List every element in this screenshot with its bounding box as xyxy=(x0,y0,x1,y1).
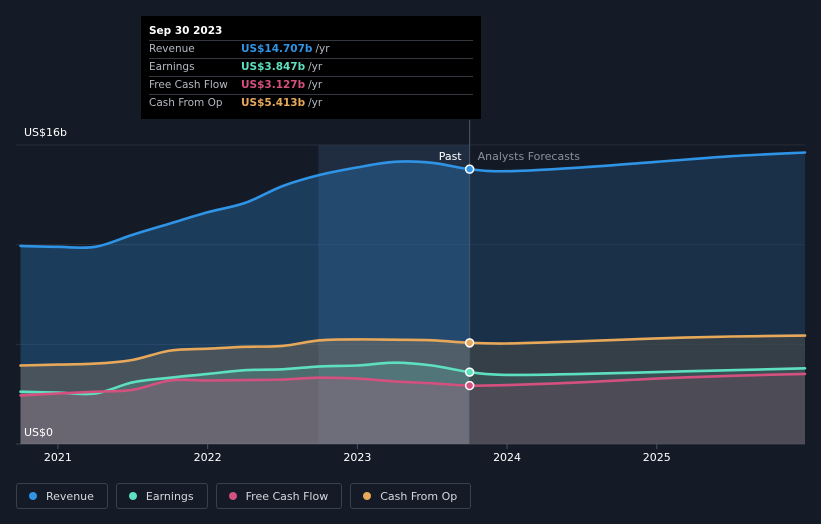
legend-dot-icon xyxy=(29,492,37,500)
tooltip-row-value: US$3.847b xyxy=(241,61,306,73)
tooltip-row-value: US$5.413b xyxy=(241,97,306,109)
tooltip-row: Cash From Op US$5.413b/yr xyxy=(149,94,473,112)
x-tick-label: 2021 xyxy=(44,451,72,464)
series-areas xyxy=(20,145,805,444)
highlighted-year-band xyxy=(318,145,470,444)
marker-revenue xyxy=(464,164,475,174)
tooltip-date: Sep 30 2023 xyxy=(149,25,223,37)
line-free-cash-flow xyxy=(19,372,807,397)
tooltip-row-unit: /yr xyxy=(315,43,330,55)
tooltip-row: Earnings US$3.847b/yr xyxy=(149,58,473,76)
legend-label: Revenue xyxy=(46,489,94,503)
tooltip-row-unit: /yr xyxy=(308,79,323,91)
y-axis-bottom-label: US$0 xyxy=(24,426,53,439)
tooltip-row-label: Revenue xyxy=(149,43,195,55)
tooltip-row-unit: /yr xyxy=(308,97,323,109)
tooltip-row-value: US$14.707b xyxy=(241,43,313,55)
forecast-shade xyxy=(469,145,805,444)
area-revenue xyxy=(20,152,805,444)
legend-item-cash-from-op[interactable]: Cash From Op xyxy=(350,483,472,509)
x-tick-label: 2022 xyxy=(194,451,222,464)
tooltip-row-label: Earnings xyxy=(149,61,195,73)
tooltip-row-value: US$3.127b xyxy=(241,79,306,91)
current-value-markers xyxy=(464,164,475,391)
area-cash-from-op xyxy=(20,335,805,444)
tooltip-row: Free Cash Flow US$3.127b/yr xyxy=(149,76,473,94)
tooltip-row-unit: /yr xyxy=(308,61,323,73)
series-lines xyxy=(19,151,807,397)
legend-label: Earnings xyxy=(145,489,194,503)
area-free-cash-flow xyxy=(20,373,805,444)
legend-item-earnings[interactable]: Earnings xyxy=(115,483,208,509)
x-axis-ticks: 2021 2022 2023 2024 2025 xyxy=(44,444,671,464)
analysts-forecasts-label: Analysts Forecasts xyxy=(478,150,581,163)
tooltip-row: Revenue US$14.707b/yr xyxy=(149,40,473,58)
legend-dot-icon xyxy=(363,492,372,500)
line-revenue xyxy=(19,151,807,250)
marker-cash-from-op xyxy=(464,338,475,348)
x-tick-label: 2023 xyxy=(343,451,371,464)
legend-dot-icon xyxy=(128,492,137,500)
legend-label: Cash From Op xyxy=(380,489,458,503)
x-tick-label: 2025 xyxy=(643,451,671,464)
legend-item-free-cash-flow[interactable]: Free Cash Flow xyxy=(215,483,343,509)
legend-item-revenue[interactable]: Revenue xyxy=(16,483,108,509)
area-earnings xyxy=(20,362,805,444)
legend: Revenue Earnings Free Cash Flow Cash From O… xyxy=(16,483,472,509)
legend-dot-icon xyxy=(228,492,237,500)
line-earnings xyxy=(19,361,807,396)
past-label: Past xyxy=(439,150,463,163)
tooltip-row-label: Free Cash Flow xyxy=(149,79,228,91)
tooltip: Sep 30 2023 Revenue US$14.707b/yr Earnings… xyxy=(141,16,481,119)
y-axis-top-label: US$16b xyxy=(24,126,67,139)
marker-earnings xyxy=(464,367,475,377)
line-cash-from-op xyxy=(19,334,807,367)
marker-free-cash-flow xyxy=(464,380,475,391)
tooltip-row-label: Cash From Op xyxy=(149,97,223,109)
x-tick-label: 2024 xyxy=(493,451,521,464)
legend-label: Free Cash Flow xyxy=(245,489,329,503)
